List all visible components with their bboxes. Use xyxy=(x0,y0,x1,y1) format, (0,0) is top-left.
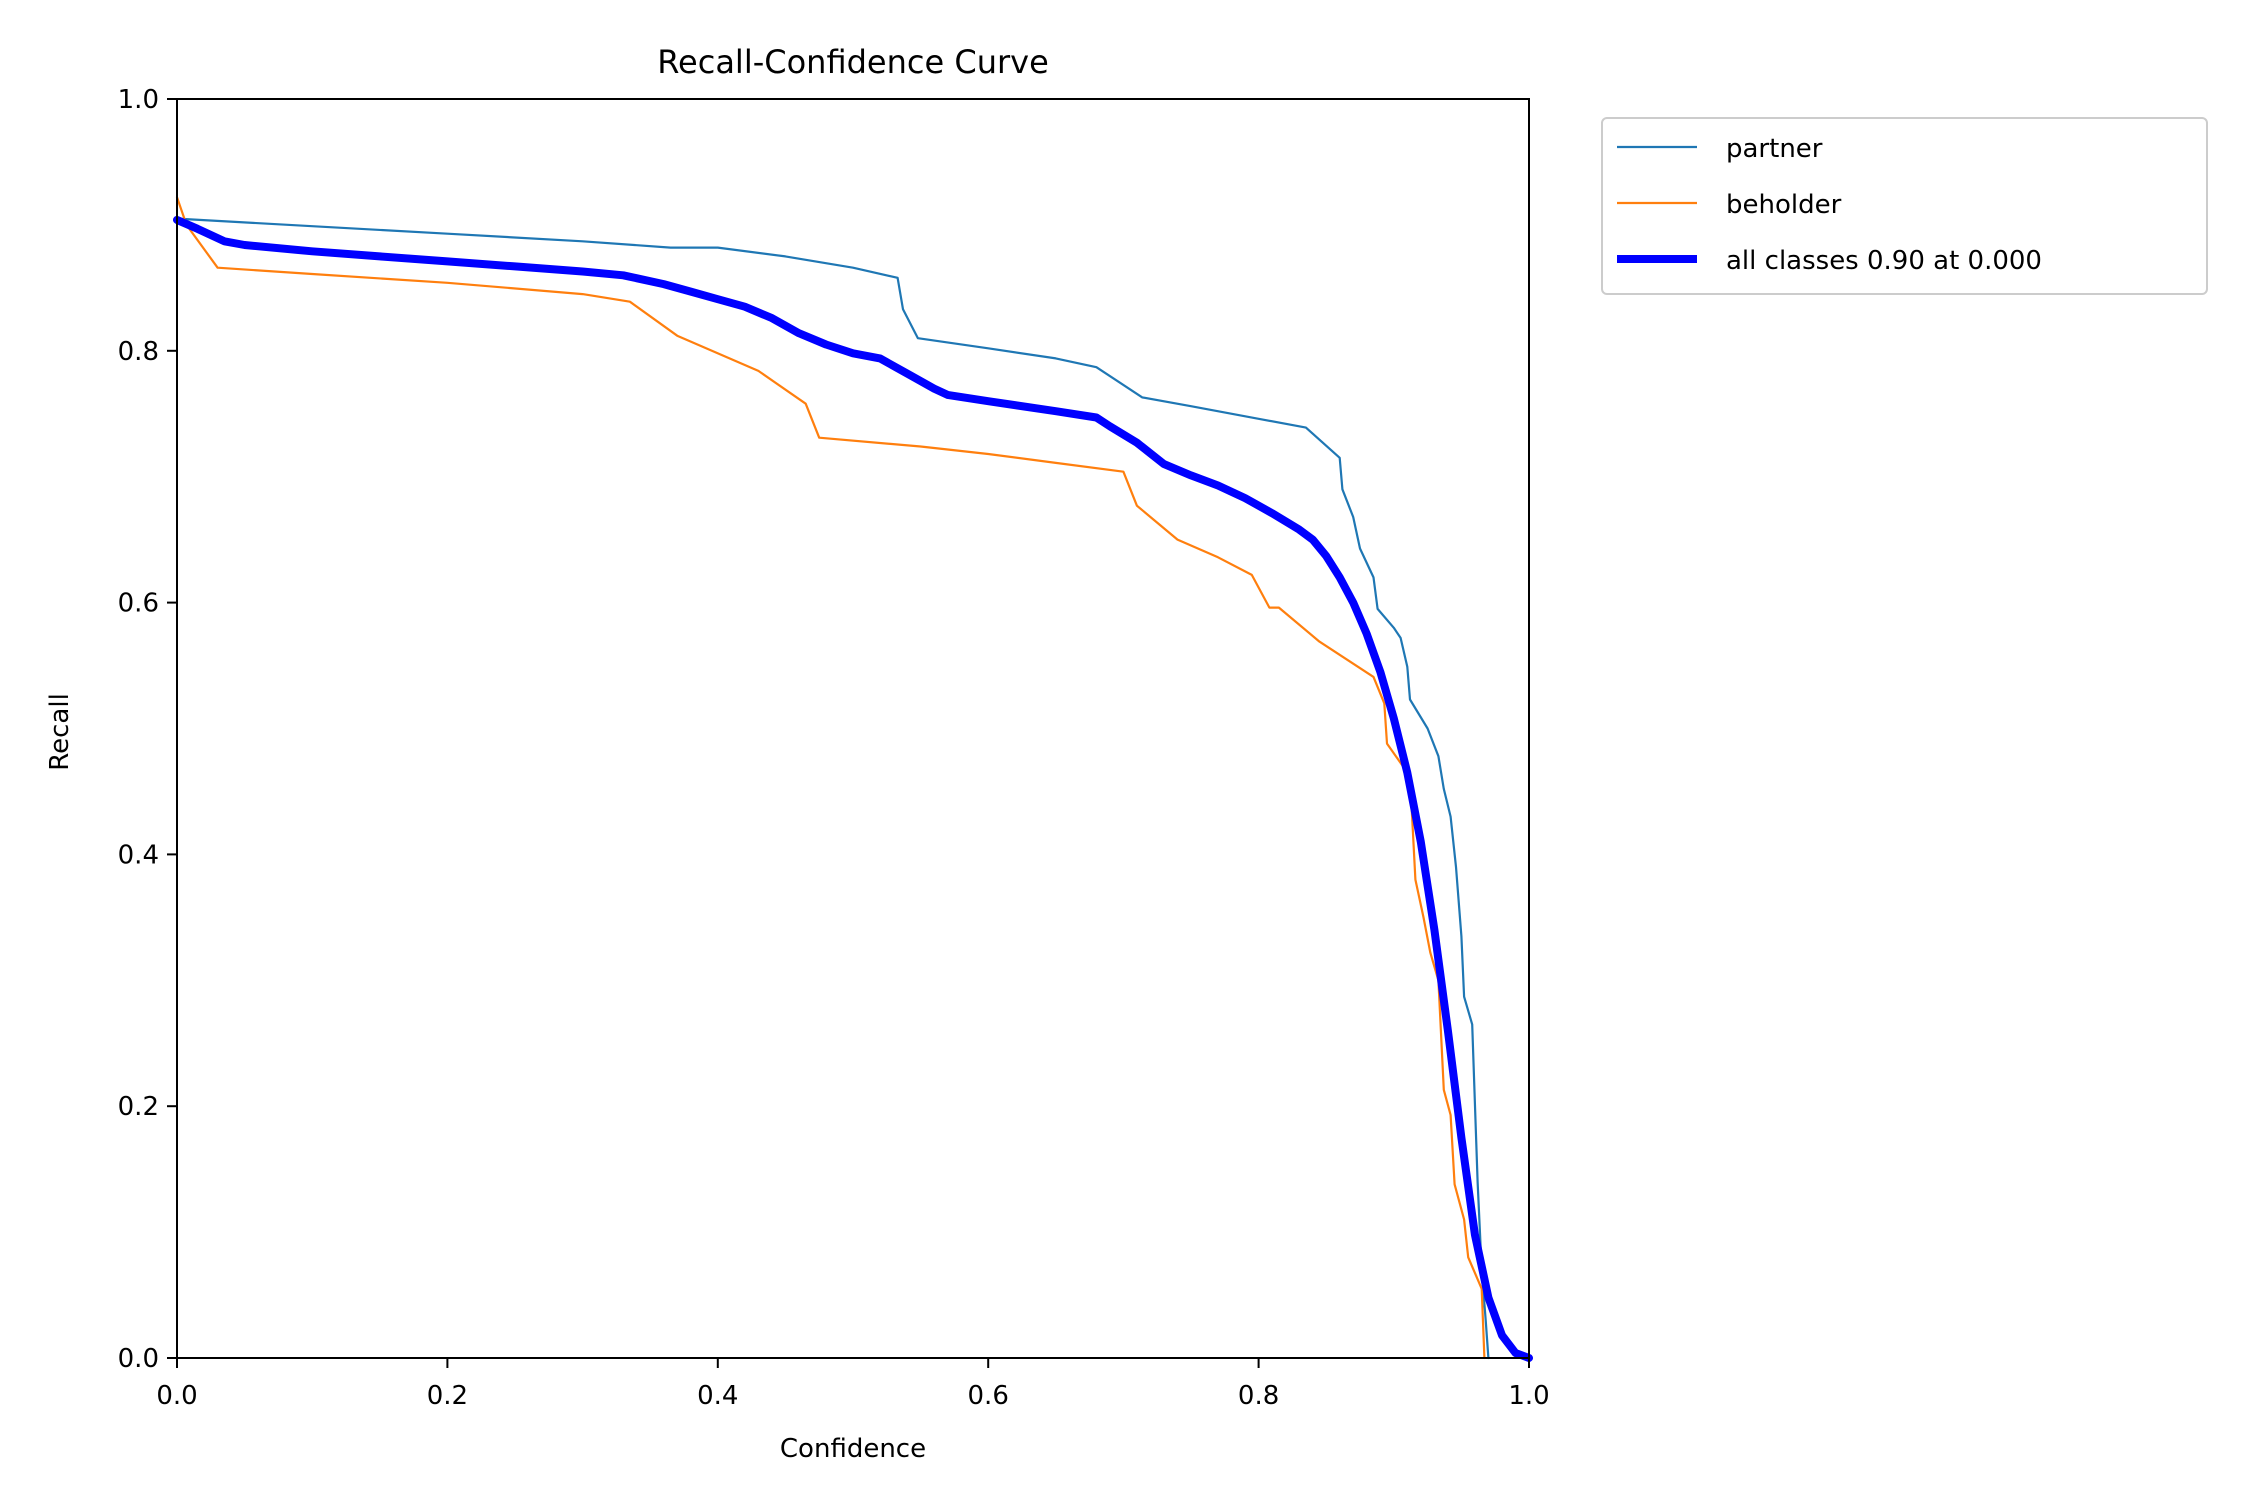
y-tick-label: 0.4 xyxy=(118,840,159,870)
y-axis-ticks: 0.0 0.2 0.4 0.6 0.8 1.0 xyxy=(118,85,177,1374)
x-tick-label: 0.8 xyxy=(1238,1381,1279,1411)
legend-label: partner xyxy=(1726,134,1823,164)
y-tick-label: 0.8 xyxy=(118,337,159,367)
y-tick-label: 0.0 xyxy=(118,1344,159,1374)
legend-frame xyxy=(1601,117,2208,295)
y-tick-label: 0.2 xyxy=(118,1092,159,1122)
x-tick-label: 1.0 xyxy=(1508,1381,1549,1411)
series-line-beholder xyxy=(175,196,1486,1360)
y-tick-label: 1.0 xyxy=(118,85,159,115)
series-line-all xyxy=(173,215,1533,1362)
series-layer xyxy=(173,196,1533,1362)
plot-frame xyxy=(176,98,1530,1359)
legend-label: beholder xyxy=(1726,190,1842,220)
x-tick-label: 0.6 xyxy=(968,1381,1009,1411)
x-axis-ticks: 0.0 0.2 0.4 0.6 0.8 1.0 xyxy=(156,1358,1550,1411)
chart-title: Recall-Confidence Curve xyxy=(657,43,1049,81)
y-tick-label: 0.6 xyxy=(118,589,159,619)
series-line-partner xyxy=(175,217,1490,1360)
x-axis-label: Confidence xyxy=(780,1434,926,1464)
legend-label: all classes 0.90 at 0.000 xyxy=(1726,246,2042,276)
y-axis-label: Recall xyxy=(45,693,75,771)
x-tick-label: 0.0 xyxy=(156,1381,197,1411)
x-tick-label: 0.2 xyxy=(427,1381,468,1411)
x-tick-label: 0.4 xyxy=(697,1381,738,1411)
legend: partner beholder all classes 0.90 at 0.000 xyxy=(1601,117,2208,295)
